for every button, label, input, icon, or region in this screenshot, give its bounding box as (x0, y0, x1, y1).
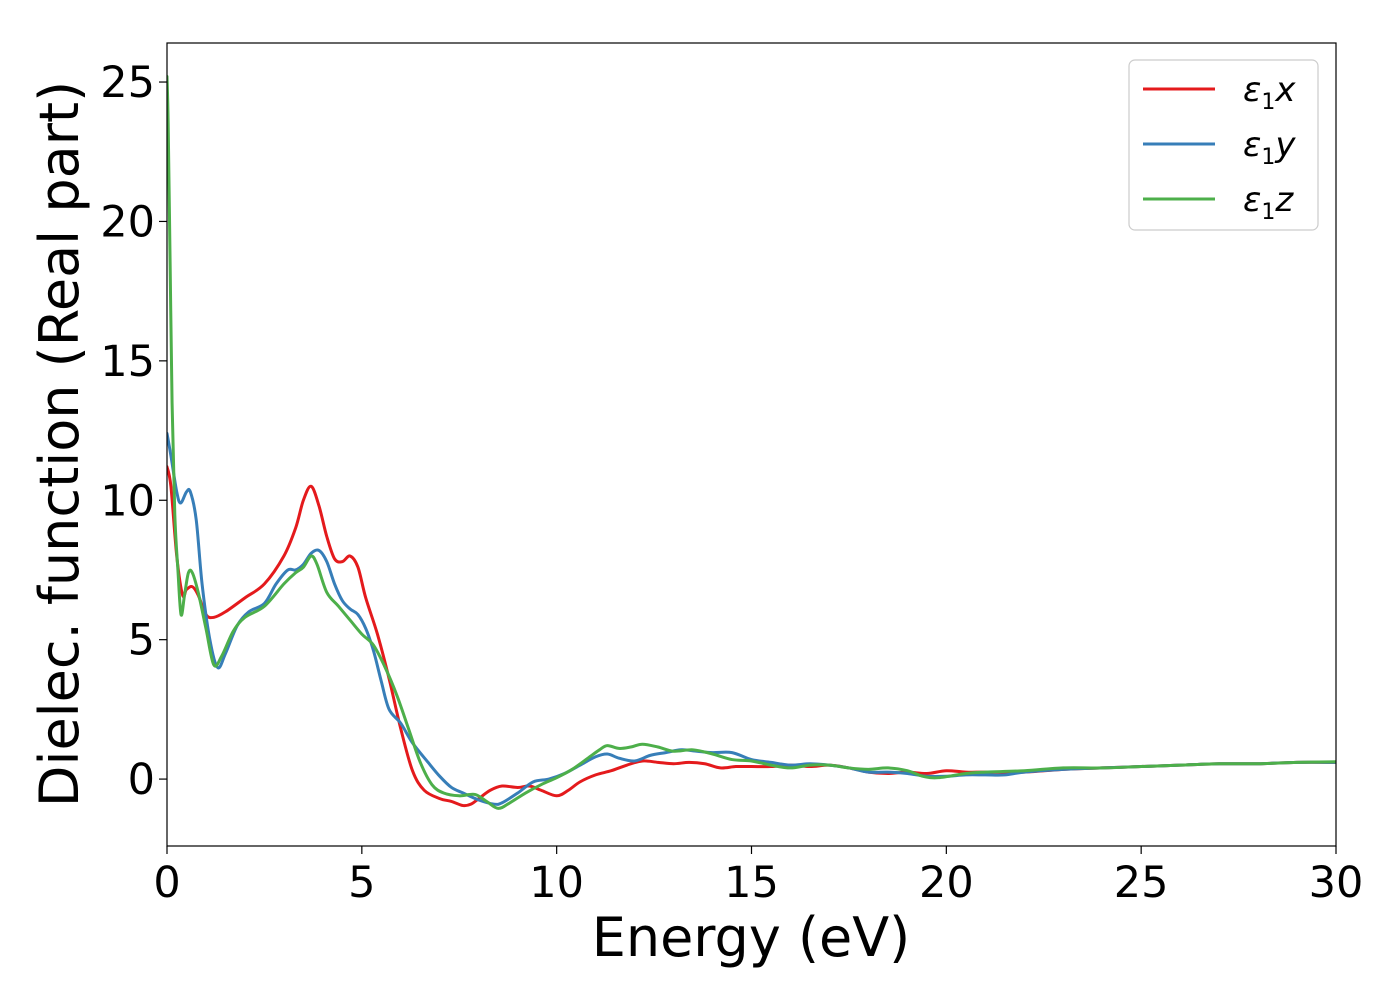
y-tick-label: 15 (100, 337, 155, 387)
x-tick-label: 25 (1114, 858, 1169, 908)
x-tick-label: 0 (153, 858, 180, 908)
legend-label-x: ε1x (1243, 70, 1296, 115)
x-tick-label: 5 (348, 858, 375, 908)
x-tick-label: 30 (1309, 858, 1364, 908)
y-tick-label: 20 (100, 197, 155, 247)
legend-label-y: ε1y (1243, 125, 1296, 170)
x-axis-label: Energy (eV) (592, 906, 911, 969)
y-tick-label: 10 (100, 476, 155, 526)
x-tick-label: 10 (529, 858, 584, 908)
series-line-x (167, 465, 1336, 808)
x-axis-ticks: 0 5 10 15 20 25 30 (153, 846, 1363, 908)
y-tick-label: 0 (128, 755, 155, 805)
legend: ε1x ε1y ε1z (1128, 59, 1319, 231)
y-tick-label: 5 (128, 616, 155, 666)
y-axis-ticks: 0 5 10 15 20 25 (100, 58, 167, 805)
series-layer (167, 74, 1336, 810)
y-axis-label: Dielec. function (Real part) (28, 81, 91, 807)
legend-box (1128, 59, 1319, 231)
series-line-z (167, 74, 1336, 810)
x-tick-label: 15 (724, 858, 779, 908)
legend-label-z: ε1z (1243, 180, 1294, 225)
y-tick-label: 25 (100, 58, 155, 108)
x-tick-label: 20 (919, 858, 974, 908)
